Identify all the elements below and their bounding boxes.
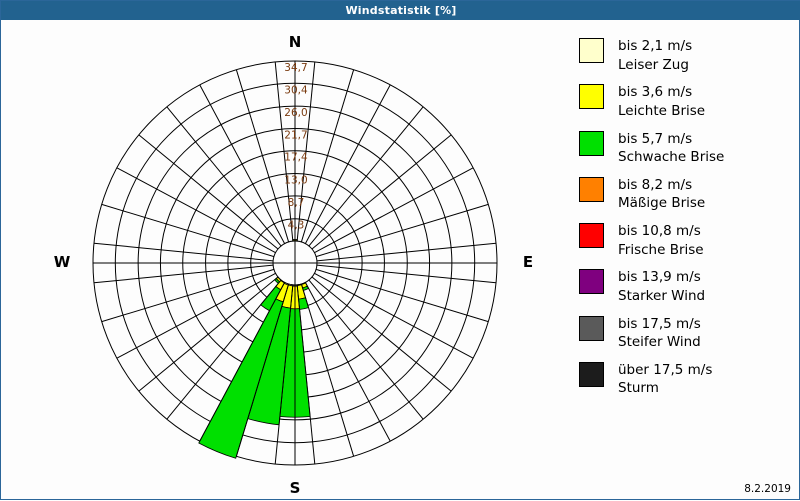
radial-tick-label: 13,0 (284, 175, 307, 187)
grid-spoke (315, 203, 489, 258)
grid-spoke (116, 167, 276, 254)
legend-item-text: bis 13,9 m/s Starker Wind (618, 268, 705, 305)
legend-item: bis 13,9 m/s Starker Wind (579, 268, 794, 305)
windrose-petals (198, 239, 311, 459)
legend-color-swatch (579, 176, 604, 202)
grid-spoke (274, 284, 294, 465)
legend: bis 2,1 m/s Leiser Zug bis 3,6 m/s Leichte … (579, 37, 794, 407)
grid-spoke (274, 61, 294, 242)
grid-spoke (316, 264, 497, 284)
grid-spoke (199, 282, 286, 442)
legend-item: bis 17,5 m/s Steifer Wind (579, 315, 794, 352)
compass-label-west: W (53, 253, 71, 271)
radial-tick-label: 8,7 (288, 197, 305, 209)
compass-label-north: N (288, 33, 302, 51)
grid-spoke (300, 69, 355, 243)
legend-name-label: Leiser Zug (618, 56, 689, 73)
legend-color-swatch (579, 223, 604, 248)
legend-name-label: Starker Wind (618, 287, 706, 304)
legend-item: bis 8,2 m/s Mäßige Brise (579, 176, 794, 213)
radial-tick-label: 4,3 (288, 220, 305, 232)
grid-spoke (304, 84, 391, 244)
legend-name-label: Leichte Brise (618, 102, 706, 119)
legend-item: bis 2,1 m/s Leiser Zug (579, 37, 794, 74)
grid-spoke (199, 84, 286, 244)
grid-spoke (166, 279, 282, 420)
legend-name-label: Mäßige Brise (618, 195, 706, 212)
legend-item: bis 10,8 m/s Frische Brise (579, 222, 794, 259)
legend-color-swatch (579, 38, 604, 63)
grid-spoke (93, 264, 274, 284)
grid-spoke (304, 282, 391, 442)
grid-spoke (316, 242, 497, 262)
legend-color-swatch (579, 269, 604, 295)
grid-spoke (101, 268, 275, 323)
grid-spoke (166, 106, 282, 247)
legend-item-text: über 17,5 m/s Sturm (618, 361, 712, 398)
grid-spoke (101, 203, 275, 258)
legend-name-label: Sturm (618, 380, 659, 397)
legend-speed-label: bis 13,9 m/s (618, 269, 701, 286)
legend-item-text: bis 3,6 m/s Leichte Brise (618, 83, 705, 120)
legend-speed-label: über 17,5 m/s (618, 361, 713, 378)
grid-spoke (235, 69, 290, 243)
legend-color-swatch (579, 361, 604, 387)
compass-label-east: E (522, 253, 534, 271)
grid-spoke (308, 106, 424, 247)
compass-label-south: S (289, 479, 301, 497)
radial-tick-label: 34,7 (284, 62, 307, 74)
grid-spoke (138, 134, 279, 250)
legend-name-label: Schwache Brise (618, 149, 725, 166)
legend-item-text: bis 10,8 m/s Frische Brise (618, 222, 704, 259)
grid-spoke (314, 272, 474, 359)
legend-item: über 17,5 m/s Sturm (579, 361, 794, 398)
legend-speed-label: bis 5,7 m/s (618, 130, 693, 147)
grid-spoke (315, 268, 489, 323)
radial-tick-label: 30,4 (284, 84, 308, 96)
grid-spoke (311, 134, 452, 250)
grid-spoke (93, 242, 274, 262)
legend-speed-label: bis 2,1 m/s (618, 38, 693, 54)
legend-speed-label: bis 17,5 m/s (618, 315, 701, 332)
legend-name-label: Frische Brise (618, 241, 704, 258)
legend-item-text: bis 5,7 m/s Schwache Brise (618, 130, 724, 167)
radial-tick-label: 26,0 (284, 107, 307, 119)
radial-tick-labels: 4,3 8,7 13,0 17,4 21,7 26,0 30,4 34,7 (284, 62, 308, 232)
legend-item-text: bis 8,2 m/s Mäßige Brise (618, 176, 705, 213)
grid-spoke (308, 279, 424, 420)
legend-color-swatch (579, 130, 604, 156)
legend-speed-label: bis 3,6 m/s (618, 84, 693, 101)
grid-spoke (300, 283, 355, 457)
grid-spoke (296, 61, 316, 242)
radial-tick-label: 21,7 (284, 129, 307, 141)
date-stamp: 8.2.2019 (744, 483, 791, 495)
grid-spoke (235, 283, 290, 457)
polar-spokes (93, 61, 497, 465)
windrose-plot: 4,3 8,7 13,0 17,4 21,7 26,0 30,4 34,7 N E S W (1, 20, 561, 501)
legend-item-text: bis 2,1 m/s Leiser Zug (618, 37, 692, 74)
legend-color-swatch (579, 84, 604, 110)
legend-item: bis 3,6 m/s Leichte Brise (579, 83, 794, 120)
legend-name-label: Steifer Wind (618, 334, 701, 351)
grid-spoke (116, 272, 276, 359)
grid-spoke (138, 276, 279, 392)
windrose-svg: 4,3 8,7 13,0 17,4 21,7 26,0 30,4 34,7 (92, 60, 498, 466)
legend-color-swatch (579, 315, 604, 341)
legend-speed-label: bis 8,2 m/s (618, 176, 693, 193)
legend-item-text: bis 17,5 m/s Steifer Wind (618, 315, 701, 352)
window-title: Windstatistik [%] (345, 4, 457, 17)
window-title-bar: Windstatistik [%] (1, 1, 800, 20)
grid-spoke (314, 167, 474, 254)
radial-tick-label: 17,4 (284, 152, 308, 164)
legend-item: bis 5,7 m/s Schwache Brise (579, 130, 794, 167)
grid-spoke (296, 284, 316, 465)
grid-spoke (311, 276, 452, 392)
legend-speed-label: bis 10,8 m/s (618, 223, 701, 239)
